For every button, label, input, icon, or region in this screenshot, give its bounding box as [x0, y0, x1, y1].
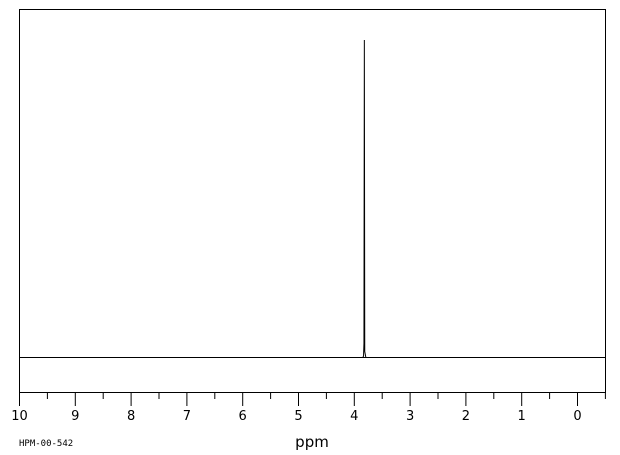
x-tick-label: 10 — [11, 409, 28, 424]
x-tick-label: 1 — [518, 409, 526, 424]
x-tick-label: 8 — [127, 409, 135, 424]
x-tick-label: 5 — [294, 409, 302, 424]
x-axis-tick-labels: 10 9 8 7 6 5 4 3 2 1 0 — [11, 409, 581, 424]
spectrum-peaks — [362, 39, 367, 358]
spectrum-code: HPM-00-542 — [19, 439, 73, 449]
x-axis-ticks — [19, 392, 606, 406]
x-tick-label: 7 — [183, 409, 191, 424]
spectrum-peak — [362, 39, 367, 358]
x-tick-label: 3 — [406, 409, 414, 424]
x-axis-label: ppm — [295, 433, 329, 451]
x-tick-label: 2 — [462, 409, 470, 424]
x-tick-label: 6 — [239, 409, 247, 424]
x-tick-label: 0 — [573, 409, 581, 424]
x-tick-label: 4 — [350, 409, 358, 424]
plot-frame — [19, 9, 606, 393]
x-tick-label: 9 — [71, 409, 79, 424]
